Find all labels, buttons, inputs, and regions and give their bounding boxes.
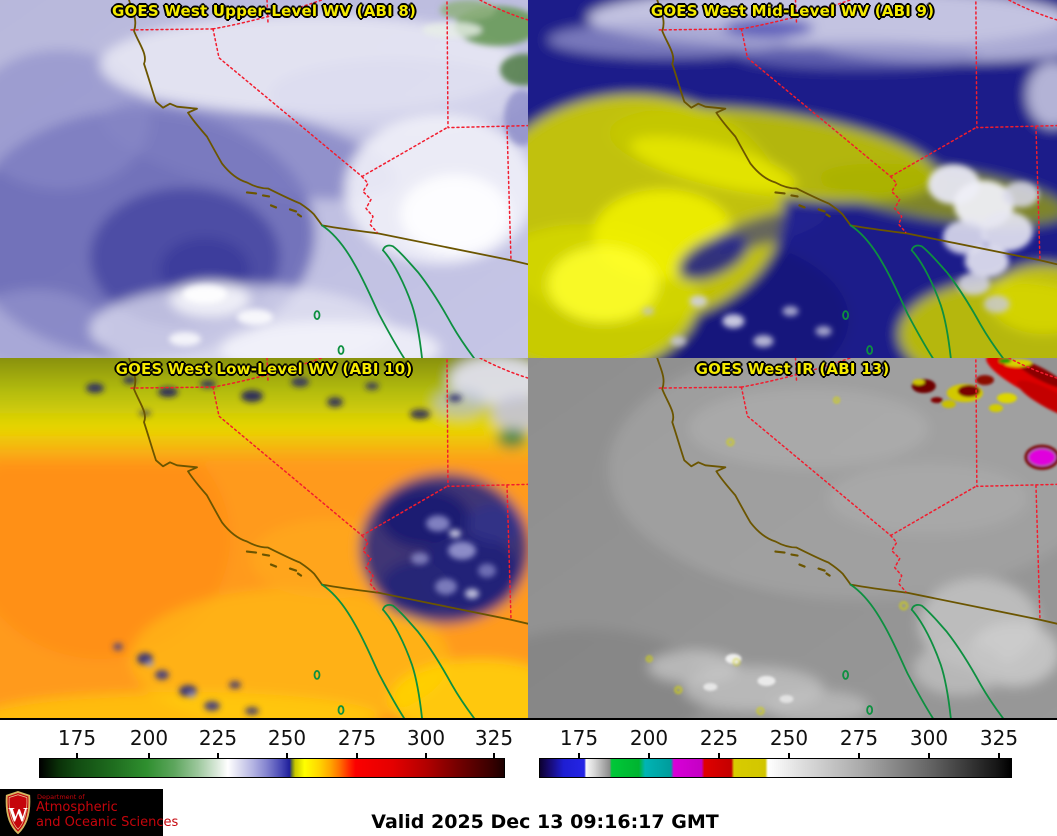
ir-colorbar-labels: 175 200 225 250 275 300 325 <box>539 726 1018 750</box>
logo-dept-line2: and Oceanic Sciences <box>36 815 179 830</box>
colorbar-tick-label: 275 <box>337 726 377 750</box>
colorbar-tick-label: 175 <box>559 726 599 750</box>
valid-timestamp: Valid 2025 Dec 13 09:16:17 GMT <box>371 811 719 833</box>
uw-aos-logo: W Department of Atmospheric and Oceanic … <box>0 789 178 836</box>
colorbar-tick <box>928 753 930 758</box>
colorbar-tick-label: 250 <box>769 726 809 750</box>
colorbar-tick-label: 325 <box>474 726 514 750</box>
colorbar-tick-label: 200 <box>629 726 669 750</box>
colorbar-tick <box>493 753 495 758</box>
panel-mid-level-wv: GOES West Mid-Level WV (ABI 9) <box>528 0 1057 358</box>
ir-colorbar-ticks <box>539 752 1012 758</box>
colorbar-tick <box>425 753 427 758</box>
ir-imagery <box>528 358 1057 718</box>
colorbar-tick <box>998 753 1000 758</box>
colorbar-tick <box>76 753 78 758</box>
mid-level-wv-imagery <box>528 0 1057 358</box>
wv-colorbar: 175 200 225 250 275 300 325 <box>39 726 513 780</box>
colorbar-tick <box>148 753 150 758</box>
svg-text:W: W <box>8 805 28 826</box>
colorbar-tick-label: 175 <box>57 726 97 750</box>
colorbar-tick-label: 300 <box>406 726 446 750</box>
colorbar-tick-label: 200 <box>129 726 169 750</box>
colorbar-tick-label: 325 <box>979 726 1019 750</box>
colorbar-tick <box>788 753 790 758</box>
colorbar-tick-label: 250 <box>267 726 307 750</box>
colorbar-tick-label: 225 <box>699 726 739 750</box>
ir-colorbar-gradient <box>539 758 1012 778</box>
wv-colorbar-labels: 175 200 225 250 275 300 325 <box>39 726 513 750</box>
colorbar-tick <box>648 753 650 758</box>
colorbar-tick <box>286 753 288 758</box>
panel-low-level-wv: GOES West Low-Level WV (ABI 10) <box>0 358 528 718</box>
satellite-panel-grid: GOES West Upper-Level WV (ABI 8) <box>0 0 1057 720</box>
low-level-wv-imagery <box>0 358 528 718</box>
colorbar-tick <box>578 753 580 758</box>
colorbar-tick-label: 300 <box>909 726 949 750</box>
panel-upper-level-wv: GOES West Upper-Level WV (ABI 8) <box>0 0 528 358</box>
logo-dept-small-text: Department of <box>37 793 85 801</box>
colorbar-tick-label: 225 <box>198 726 238 750</box>
logo-dept-line1: Atmospheric <box>36 800 118 815</box>
colorbar-tick <box>356 753 358 758</box>
upper-level-wv-imagery <box>0 0 528 358</box>
ir-colorbar: 175 200 225 250 275 300 325 <box>539 726 1018 780</box>
wv-colorbar-gradient <box>39 758 505 778</box>
colorbar-tick <box>718 753 720 758</box>
colorbar-tick-label: 275 <box>839 726 879 750</box>
uw-crest-icon: W <box>5 791 31 834</box>
wv-colorbar-ticks <box>39 752 505 758</box>
panel-ir: GOES West IR (ABI 13) <box>528 358 1057 718</box>
colorbar-tick <box>858 753 860 758</box>
colorbar-tick <box>217 753 219 758</box>
